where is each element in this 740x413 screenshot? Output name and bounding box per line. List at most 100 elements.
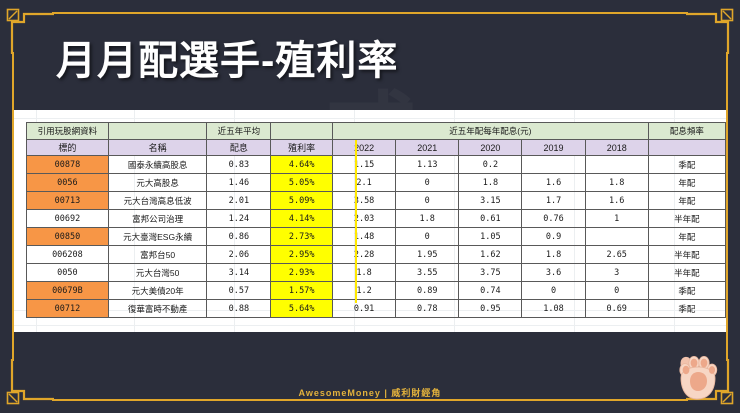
cell-name: 元大台灣高息低波	[107, 191, 208, 210]
cell-frequency: 季配	[647, 281, 726, 300]
cell-2021: 1.13	[395, 155, 460, 174]
group-header-frequency: 配息頻率	[647, 122, 726, 140]
group-header-yearly-dividends: 近五年配每年配息(元)	[332, 122, 649, 140]
cell-2022: 1.15	[331, 155, 397, 174]
frame-edge-top	[52, 12, 688, 14]
cell-2018: 3	[584, 263, 649, 282]
cell-2018: 0	[584, 281, 649, 300]
cell-frequency: 半年配	[647, 245, 726, 264]
cell-yield: 1.57%	[270, 281, 333, 300]
frame-edge-bottom	[52, 399, 688, 401]
cell-2022: 1.2	[331, 281, 397, 300]
table-row: 00712 復華富時不動產 0.88 5.64% 0.91 0.78 0.95 1.08 0.6…	[26, 299, 726, 318]
column-header-name: 名稱	[107, 139, 208, 156]
cell-yield: 5.64%	[270, 299, 333, 318]
spreadsheet-band: 引用玩股網資料 近五年平均 近五年配每年配息(元) 配息頻率 標的 名稱 配息 …	[14, 110, 726, 332]
cell-code: 00878	[26, 155, 109, 174]
cell-2021: 0.78	[395, 299, 460, 318]
cell-2018: 1	[584, 209, 649, 228]
column-header-frequency-blank	[647, 139, 726, 156]
cell-code: 00850	[26, 227, 109, 246]
cell-2019	[521, 155, 586, 174]
page-title: 月月配選手-殖利率	[56, 39, 399, 83]
cell-2019: 1.8	[521, 245, 586, 264]
cell-2019: 0	[521, 281, 586, 300]
cell-yield: 5.05%	[270, 173, 333, 192]
cell-2019: 1.7	[521, 191, 586, 210]
column-header-2019: 2019	[521, 139, 586, 156]
cell-avg-dividend: 1.24	[206, 209, 272, 228]
corner-ornament-top-right	[686, 8, 734, 54]
cell-2020: 0.2	[458, 155, 523, 174]
cell-2021: 3.55	[395, 263, 460, 282]
cell-2022: 2.28	[331, 245, 397, 264]
cell-yield: 4.64%	[270, 155, 333, 174]
cell-2018: 1.6	[584, 191, 649, 210]
cell-name: 富邦台50	[107, 245, 208, 264]
frame-edge-right	[726, 52, 728, 361]
group-header-five-year-avg: 近五年平均	[206, 122, 272, 140]
cell-2018	[584, 227, 649, 246]
cell-2018: 0.69	[584, 299, 649, 318]
cell-avg-dividend: 0.83	[206, 155, 272, 174]
table-row: 00850 元大臺灣ESG永續 0.86 2.73% 1.48 0 1.05 0.9 年配	[26, 227, 726, 246]
cell-2021: 1.8	[395, 209, 460, 228]
group-header-source: 引用玩股網資料	[26, 122, 109, 140]
cell-2022: 2.1	[331, 173, 397, 192]
cell-code: 00692	[26, 209, 109, 228]
cell-2021: 0	[395, 227, 460, 246]
cell-name: 國泰永續高股息	[107, 155, 208, 174]
table-row: 00878 國泰永續高股息 0.83 4.64% 1.15 1.13 0.2 季配	[26, 155, 726, 174]
corner-ornament-bottom-left	[6, 359, 54, 405]
cell-name: 元大臺灣ESG永續	[107, 227, 208, 246]
cell-avg-dividend: 2.06	[206, 245, 272, 264]
cell-2020: 3.15	[458, 191, 523, 210]
cell-2022: 1.8	[331, 263, 397, 282]
cell-code: 006208	[26, 245, 109, 264]
cell-2020: 0.95	[458, 299, 523, 318]
table-group-header-row: 引用玩股網資料 近五年平均 近五年配每年配息(元) 配息頻率	[26, 122, 726, 140]
cell-2019: 0.9	[521, 227, 586, 246]
cell-2019: 1.6	[521, 173, 586, 192]
cell-name: 元大美債20年	[107, 281, 208, 300]
table-header: 引用玩股網資料 近五年平均 近五年配每年配息(元) 配息頻率 標的 名稱 配息 …	[26, 122, 726, 156]
cell-avg-dividend: 3.14	[206, 263, 272, 282]
cell-name: 復華富時不動產	[107, 299, 208, 318]
column-header-code: 標的	[26, 139, 109, 156]
cell-frequency: 年配	[647, 173, 726, 192]
cell-code: 00712	[26, 299, 109, 318]
cell-2022: 3.58	[331, 191, 397, 210]
cell-name: 元大台灣50	[107, 263, 208, 282]
table-row: 00713 元大台灣高息低波 2.01 5.09% 3.58 0 3.15 1.7 1.6 年配	[26, 191, 726, 210]
cell-yield: 2.95%	[270, 245, 333, 264]
group-header-name-blank	[107, 122, 208, 140]
cell-frequency: 年配	[647, 227, 726, 246]
cell-yield: 2.73%	[270, 227, 333, 246]
cell-code: 0050	[26, 263, 109, 282]
column-header-2022: 2022	[331, 139, 397, 156]
table-row: 0050 元大台灣50 3.14 2.93% 1.8 3.55 3.75 3.6 3 半年配	[26, 263, 726, 282]
cell-2021: 0	[395, 191, 460, 210]
cell-frequency: 半年配	[647, 263, 726, 282]
cell-frequency: 季配	[647, 299, 726, 318]
cell-2020: 1.8	[458, 173, 523, 192]
cell-name: 富邦公司治理	[107, 209, 208, 228]
table-row: 0056 元大高股息 1.46 5.05% 2.1 0 1.8 1.6 1.8 年配	[26, 173, 726, 192]
cell-2020: 0.74	[458, 281, 523, 300]
cell-frequency: 年配	[647, 191, 726, 210]
cell-name: 元大高股息	[107, 173, 208, 192]
cell-avg-dividend: 0.86	[206, 227, 272, 246]
cell-avg-dividend: 0.57	[206, 281, 272, 300]
cell-2019: 0.76	[521, 209, 586, 228]
cell-2020: 0.61	[458, 209, 523, 228]
column-header-avg-dividend: 配息	[206, 139, 272, 156]
dividend-yield-table: 引用玩股網資料 近五年平均 近五年配每年配息(元) 配息頻率 標的 名稱 配息 …	[26, 122, 726, 318]
cell-2018: 2.65	[584, 245, 649, 264]
cell-2020: 1.62	[458, 245, 523, 264]
cell-yield: 5.09%	[270, 191, 333, 210]
cell-avg-dividend: 2.01	[206, 191, 272, 210]
table-row: 006208 富邦台50 2.06 2.95% 2.28 1.95 1.62 1.8 2.65 半…	[26, 245, 726, 264]
cell-2022: 2.03	[331, 209, 397, 228]
cell-2019: 3.6	[521, 263, 586, 282]
cell-frequency: 季配	[647, 155, 726, 174]
